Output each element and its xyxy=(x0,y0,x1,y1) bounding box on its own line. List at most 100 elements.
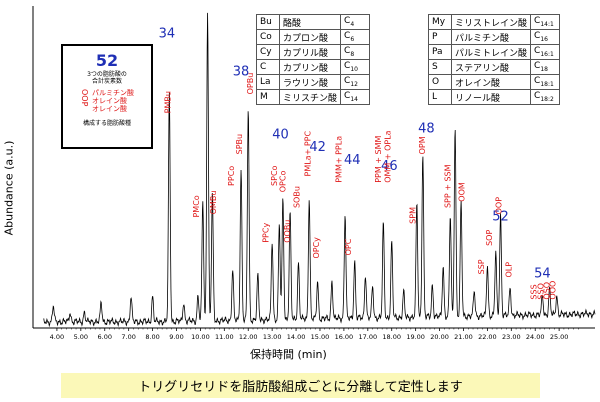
fatty-acid-abbr: P xyxy=(428,29,452,45)
x-tick-label: 17.00 xyxy=(359,333,378,341)
carbon-count: C18:2 xyxy=(530,89,561,105)
x-tick-label: 9.00 xyxy=(169,333,183,341)
peak-label: OLP xyxy=(504,262,513,278)
fatty-acid-row: S ステアリン酸 C18 xyxy=(428,59,561,75)
carbon-count: C16:1 xyxy=(530,44,561,60)
x-tick-label: 18.00 xyxy=(382,333,401,341)
fatty-acid-abbr: L xyxy=(428,89,452,105)
carbon-count: C16 xyxy=(530,29,561,45)
peak-label: SPP + SSM xyxy=(443,164,452,208)
fatty-acid-name: ミリストレイン酸 xyxy=(450,14,532,30)
peak-label: OPCy xyxy=(312,237,321,259)
x-tick-label: 10.00 xyxy=(191,333,210,341)
peak-label: PPM + SMM xyxy=(374,135,383,182)
x-tick-label: 8.00 xyxy=(145,333,159,341)
fatty-acid-abbr: Bu xyxy=(256,14,280,30)
carbon-number-label: 52 xyxy=(492,210,509,225)
fatty-acid-abbr: Pa xyxy=(428,44,452,60)
peak-label: SSP xyxy=(477,259,486,274)
carbon-count: C10 xyxy=(340,59,371,75)
fatty-acid-name: カプロン酸 xyxy=(278,29,342,45)
fatty-acid-name: カプリル酸 xyxy=(278,44,342,60)
legend-example-code: OOP xyxy=(80,89,89,107)
x-tick-label: 14.00 xyxy=(287,333,306,341)
fatty-acid-name: ステアリン酸 xyxy=(450,59,532,75)
peak-label: SOBu xyxy=(293,186,302,208)
peak-label: OPC xyxy=(344,238,353,255)
fatty-acid-row: C カプリン酸 C10 xyxy=(256,59,371,75)
x-tick-label: 16.00 xyxy=(335,333,354,341)
carbon-count: C12 xyxy=(340,74,371,90)
fatty-acid-abbr: La xyxy=(256,74,280,90)
x-tick-label: 13.00 xyxy=(263,333,282,341)
x-tick-label: 20.00 xyxy=(430,333,449,341)
peak-label: PPCo xyxy=(227,166,236,186)
fatty-acid-abbr: Co xyxy=(256,29,280,45)
carbon-number-label: 40 xyxy=(272,128,289,143)
fatty-acid-table-right: My ミリストレイン酸 C14:1 P パルミチン酸 C16 Pa パルミトレイン酸 C16:1… xyxy=(428,14,561,105)
x-tick-label: 25.00 xyxy=(550,333,569,341)
fatty-acid-table-left: Bu 酪酸 C4 Co カプロン酸 C6 Cy カプリル酸 C8 C カプリン酸 C10 La ラウリン酸… xyxy=(256,14,371,105)
fatty-acid-row: Pa パルミトレイン酸 C16:1 xyxy=(428,44,561,60)
peak-label: PMLa+ PPC xyxy=(303,130,312,176)
peak-label: OOBu xyxy=(283,220,292,243)
fatty-acid-row: M ミリスチン酸 C14 xyxy=(256,89,371,105)
peak-label: OOP xyxy=(495,197,504,215)
carbon-count: C8 xyxy=(340,44,371,60)
x-tick-label: 21.00 xyxy=(454,333,473,341)
carbon-number-label: 46 xyxy=(381,159,398,174)
peak-label: OPM xyxy=(418,136,427,154)
y-axis-label: Abundance (a.u.) xyxy=(2,140,16,236)
x-tick-label: 6.00 xyxy=(98,333,112,341)
fatty-acid-name: パルミチン酸 xyxy=(450,29,532,45)
peak-label: SSO xyxy=(537,283,546,299)
x-tick-label: 5.00 xyxy=(74,333,88,341)
peak-label: PPCy xyxy=(262,223,271,243)
carbon-number-label: 42 xyxy=(309,140,326,155)
peak-label: OMM + OPLa xyxy=(384,130,393,182)
x-axis-label: 保持時間 (min) xyxy=(250,348,327,361)
x-tick-label: 23.00 xyxy=(502,333,521,341)
peak-label: SPCo xyxy=(270,165,279,185)
fatty-acid-row: L リノール酸 C18:2 xyxy=(428,89,561,105)
x-tick-label: 4.00 xyxy=(50,333,64,341)
chromatogram-trace xyxy=(43,12,596,328)
fatty-acid-row: Bu 酪酸 C4 xyxy=(256,14,371,30)
legend-example-number: 52 xyxy=(95,51,119,70)
carbon-count: C4 xyxy=(340,14,371,30)
carbon-number-label: 34 xyxy=(159,27,176,42)
peak-label: OPBu xyxy=(246,73,255,95)
fatty-acid-name: リノール酸 xyxy=(450,89,532,105)
carbon-number-label: 48 xyxy=(418,121,435,136)
fatty-acid-row: O オレイン酸 C18:1 xyxy=(428,74,561,90)
fatty-acid-abbr: O xyxy=(428,74,452,90)
fatty-acid-name: ミリスチン酸 xyxy=(278,89,342,105)
fatty-acid-name: ラウリン酸 xyxy=(278,74,342,90)
fatty-acid-row: La ラウリン酸 C12 xyxy=(256,74,371,90)
peak-label: PMCo xyxy=(192,195,201,217)
legend-description: 3つの脂肪酸の 合計炭素数 xyxy=(87,71,127,85)
fatty-acid-abbr: My xyxy=(428,14,452,30)
carbon-count: C6 xyxy=(340,29,371,45)
x-tick-label: 24.00 xyxy=(526,333,545,341)
peak-label: SOP xyxy=(485,230,494,246)
legend-fatty-acids: パルミチン酸 オレイン酸 オレイン酸 xyxy=(92,89,134,113)
peak-label: PMM+ PPLa xyxy=(335,136,344,183)
carbon-number-label: 44 xyxy=(344,153,361,168)
carbon-number-label: 54 xyxy=(534,266,551,281)
peak-label: OOM xyxy=(458,182,467,202)
peak-label: SPBu xyxy=(235,134,244,154)
peak-label: SPM xyxy=(409,207,418,224)
fatty-acid-row: Co カプロン酸 C6 xyxy=(256,29,371,45)
fatty-acid-name: オレイン酸 xyxy=(450,74,532,90)
peak-label: OOO xyxy=(549,281,558,300)
carbon-count: C18 xyxy=(530,59,561,75)
peak-label: SSS xyxy=(529,284,538,299)
fatty-acid-row: P パルミチン酸 C16 xyxy=(428,29,561,45)
x-tick-label: 19.00 xyxy=(406,333,425,341)
fatty-acid-name: カプリン酸 xyxy=(278,59,342,75)
peak-label: OPCo xyxy=(278,171,287,193)
x-tick-label: 12.00 xyxy=(239,333,258,341)
carbon-number-label: 38 xyxy=(233,64,250,79)
x-tick-label: 22.00 xyxy=(478,333,497,341)
